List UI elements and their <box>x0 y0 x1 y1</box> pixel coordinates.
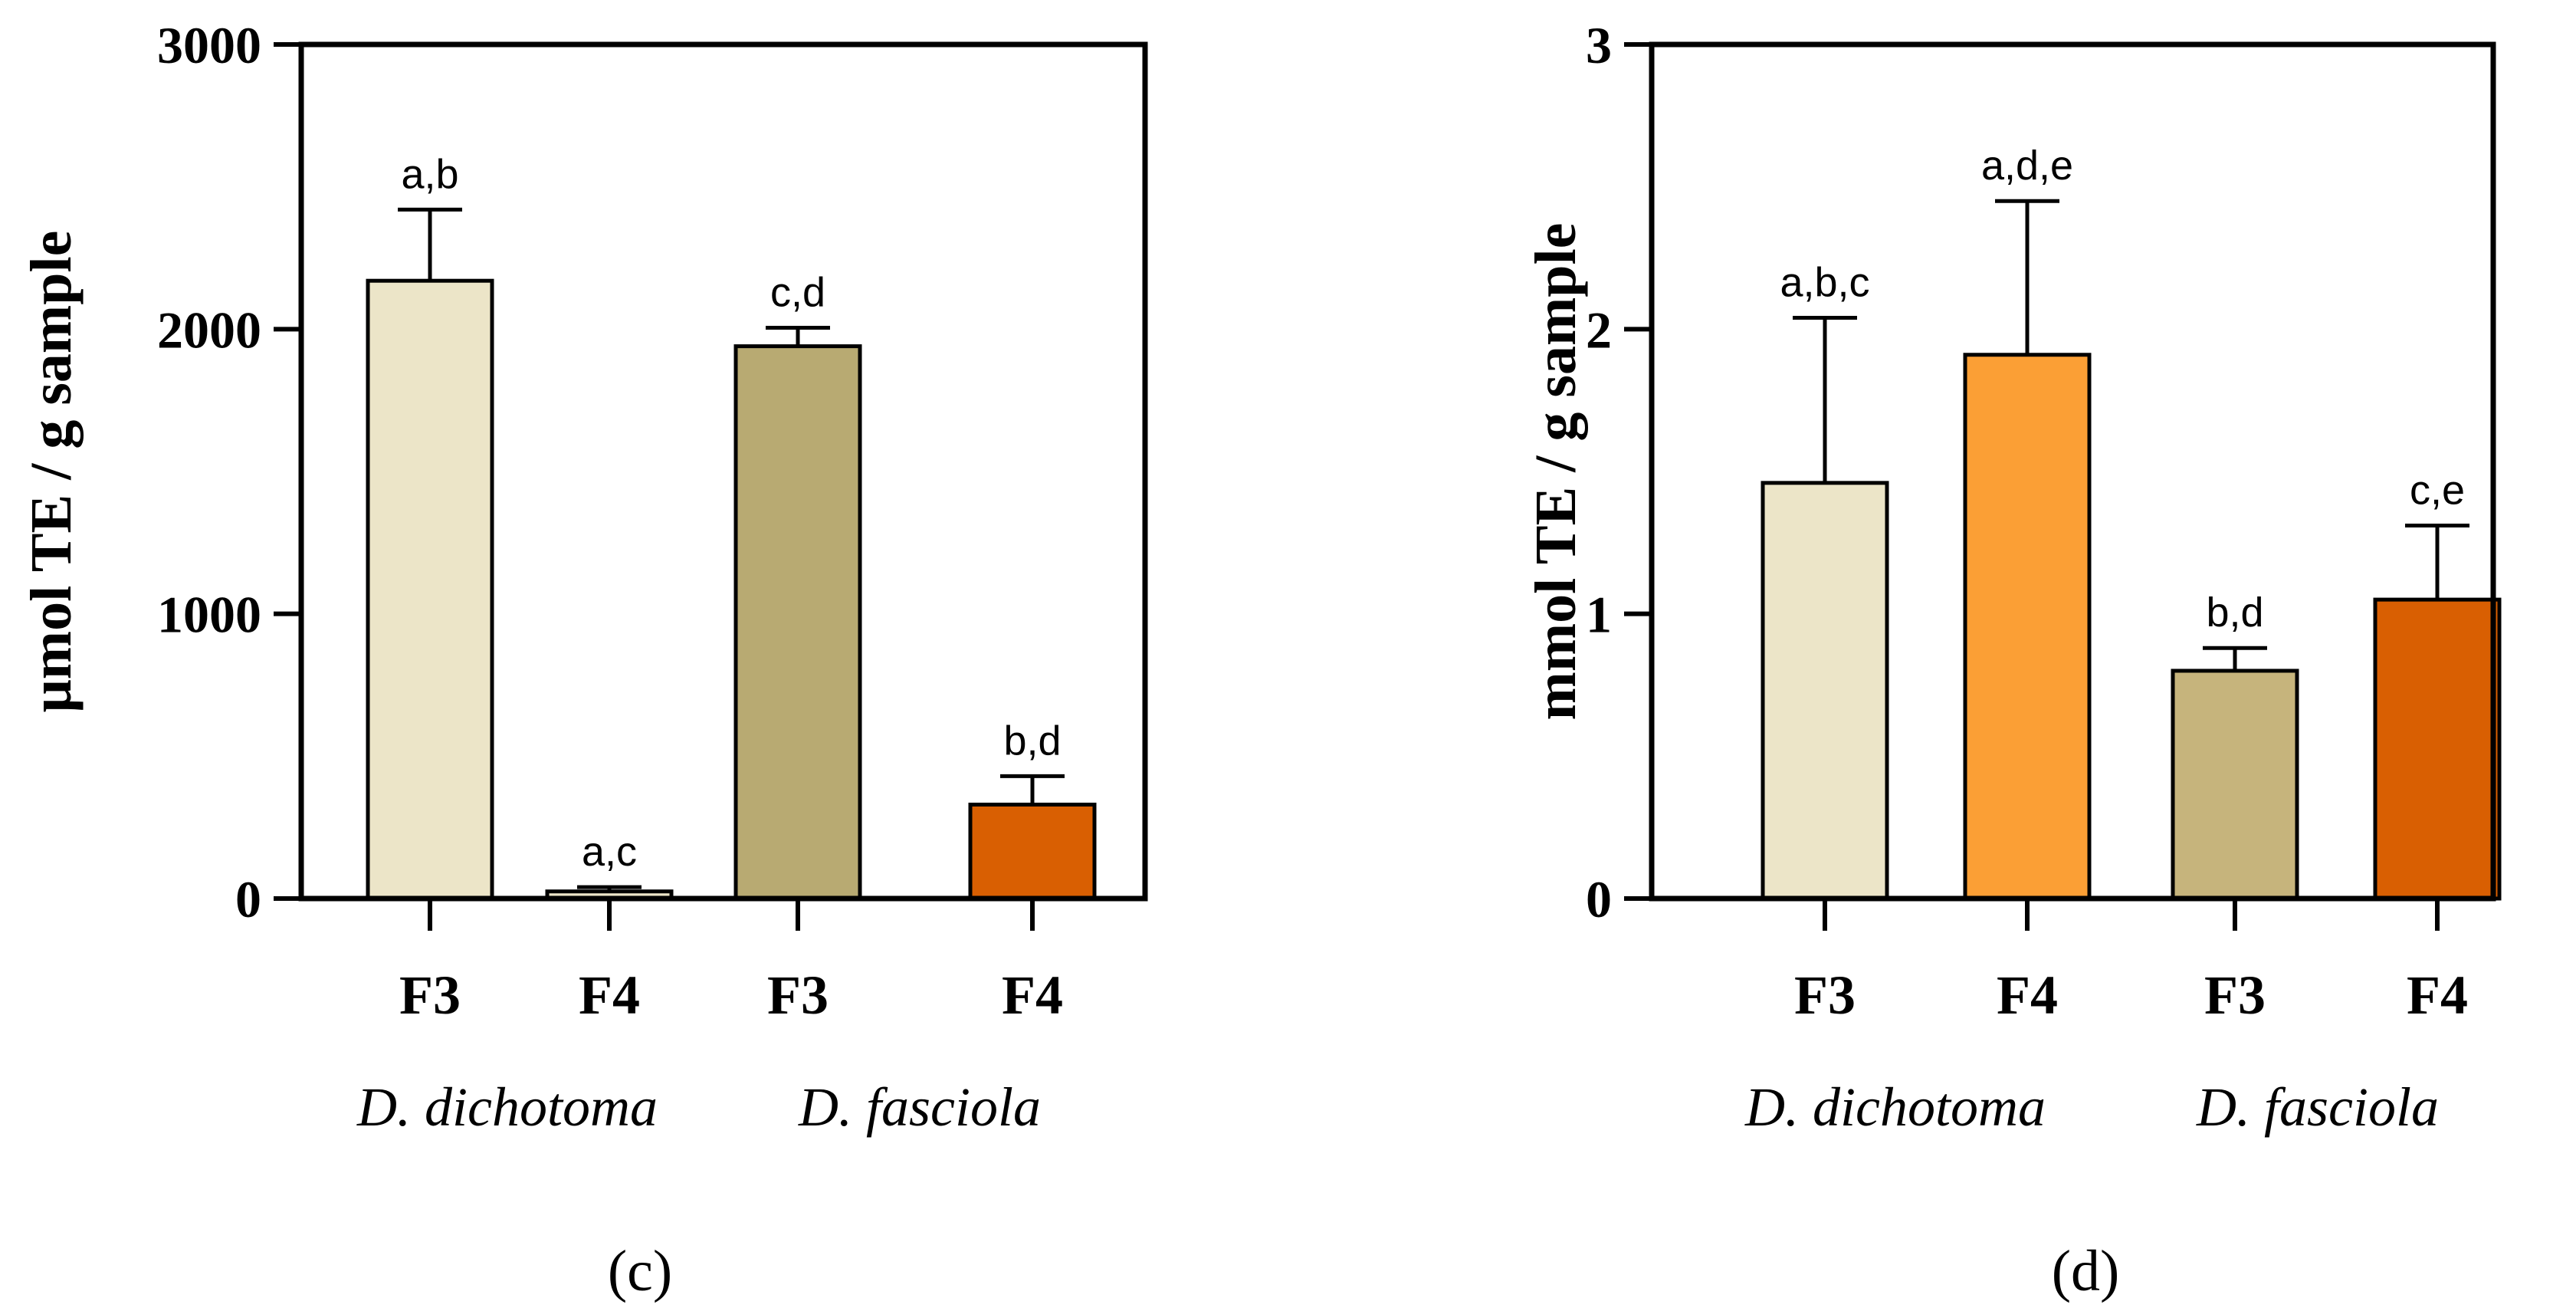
y-tick-label: 3 <box>1586 16 1612 74</box>
y-axis-label: μmol TE / g sample <box>19 231 84 713</box>
bar <box>366 278 494 901</box>
bar <box>968 802 1097 901</box>
significance-label: c,e <box>2410 468 2465 514</box>
panel-label: (c) <box>608 1239 672 1303</box>
category-label: F4 <box>579 964 640 1026</box>
y-tick-label: 3000 <box>157 16 261 74</box>
y-tick-label: 0 <box>235 870 261 928</box>
plot-frame <box>1649 41 2496 902</box>
y-tick-label: 1000 <box>157 586 261 644</box>
y-tick-label: 2 <box>1586 301 1612 359</box>
significance-label: b,d <box>2206 590 2263 636</box>
chart-panel-d: a,b,c F3 a,d,e F4 b,d F3 c,e F4 0 1 2 3 mmol TE / g … <box>1524 16 2502 1303</box>
category-label: F4 <box>2407 964 2468 1026</box>
category-label: F4 <box>1002 964 1063 1026</box>
category-label: F3 <box>767 964 829 1026</box>
plot-frame <box>298 41 1148 902</box>
category-label: F3 <box>399 964 461 1026</box>
significance-label: c,d <box>770 269 825 315</box>
y-tick-label: 1 <box>1586 586 1612 644</box>
significance-label: a,c <box>582 829 637 875</box>
bar <box>1761 481 1889 901</box>
group-label: D. dichotoma <box>1744 1076 2046 1138</box>
group-label: D. fasciola <box>2196 1076 2439 1138</box>
bar <box>733 344 862 901</box>
y-tick-label: 2000 <box>157 301 261 359</box>
bar <box>2373 597 2502 901</box>
group-label: D. fasciola <box>798 1076 1041 1138</box>
category-label: F3 <box>1794 964 1856 1026</box>
category-label: F3 <box>2204 964 2266 1026</box>
group-label: D. dichotoma <box>356 1076 658 1138</box>
panel-label: (d) <box>2052 1239 2120 1303</box>
category-label: F4 <box>1997 964 2058 1026</box>
significance-label: a,d,e <box>1981 143 2073 189</box>
y-tick-label: 0 <box>1586 870 1612 928</box>
bar <box>1963 353 2092 901</box>
significance-label: a,b,c <box>1780 259 1869 305</box>
y-axis-label: mmol TE / g sample <box>1524 223 1588 721</box>
significance-label: a,b <box>401 151 458 197</box>
chart-panel-c: a,b F3 a,c F4 c,d F3 b,d F4 0 1000 2000 3000 μmol TE… <box>19 16 1148 1303</box>
significance-label: b,d <box>1003 718 1061 764</box>
bar <box>2171 669 2299 901</box>
